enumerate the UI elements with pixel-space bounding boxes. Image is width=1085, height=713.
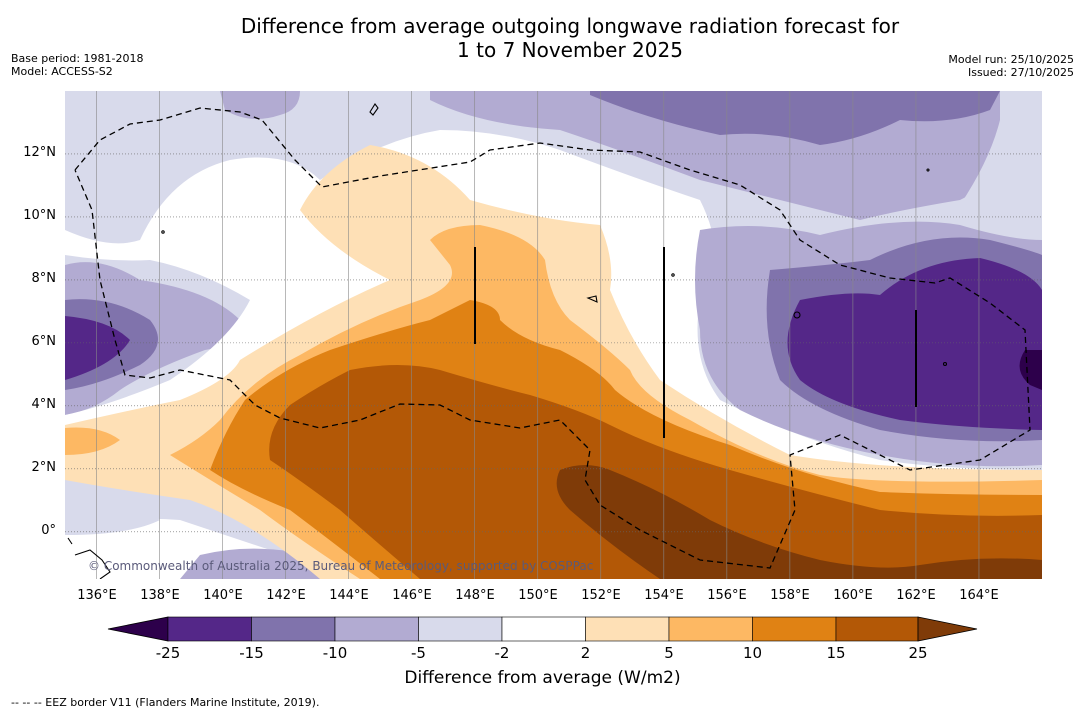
field-east-b1 bbox=[787, 258, 1042, 430]
lat-tick-label: 4°N bbox=[31, 397, 57, 412]
colorbar-label: 15 bbox=[826, 644, 846, 662]
lat-tick-label: 6°N bbox=[31, 334, 57, 349]
colorbar-label: -2 bbox=[494, 644, 510, 662]
colorbar-bin-2 bbox=[251, 616, 336, 642]
colorbar-below-arrow bbox=[107, 616, 169, 642]
colorbar-label: 25 bbox=[908, 644, 928, 662]
island-chuuk bbox=[586, 295, 598, 303]
title-line-1: Difference from average outgoing longwav… bbox=[240, 14, 900, 38]
lon-tick-label: 140°E bbox=[203, 588, 243, 603]
lon-tick-label: 162°E bbox=[896, 588, 936, 603]
issued-date: Issued: 27/10/2025 bbox=[967, 66, 1074, 79]
lon-tick-label: 152°E bbox=[581, 588, 621, 603]
lon-tick-label: 144°E bbox=[329, 588, 369, 603]
colorbar-label: 2 bbox=[580, 644, 591, 662]
markers bbox=[474, 247, 917, 438]
lon-tick-label: 146°E bbox=[392, 588, 432, 603]
colorbar bbox=[107, 616, 978, 642]
lon-tick-label: 138°E bbox=[140, 588, 180, 603]
lon-tick-label: 156°E bbox=[707, 588, 747, 603]
field-top-b2 bbox=[590, 91, 1000, 145]
lon-tick-label: 154°E bbox=[644, 588, 684, 603]
meta-left: Base period: 1981-2018 Model: ACCESS-S2 bbox=[11, 52, 143, 78]
map-area bbox=[65, 91, 1042, 579]
lon-tick-label: 136°E bbox=[77, 588, 117, 603]
island-guam bbox=[369, 103, 379, 116]
model-run: Model run: 25/10/2025 bbox=[948, 53, 1074, 66]
island-c bbox=[926, 168, 930, 172]
island-b bbox=[671, 273, 675, 277]
colorbar-bin-8 bbox=[752, 616, 837, 642]
colorbar-bin-7 bbox=[668, 616, 753, 642]
field-west-b1 bbox=[65, 316, 130, 380]
colorbar-bin-9 bbox=[835, 616, 919, 642]
field-east-below bbox=[1019, 350, 1042, 390]
colorbar-bin-3 bbox=[334, 616, 419, 642]
lat-tick-label: 10°N bbox=[23, 208, 56, 223]
lon-tick-label: 160°E bbox=[833, 588, 873, 603]
island-pohnpei bbox=[793, 311, 801, 319]
colorbar-bin-4 bbox=[418, 616, 503, 642]
colorbar-label: -25 bbox=[155, 644, 181, 662]
field-sw-b4 bbox=[65, 490, 160, 535]
lon-tick-label: 142°E bbox=[266, 588, 306, 603]
lat-tick-label: 8°N bbox=[31, 271, 57, 286]
island-kosrae bbox=[942, 361, 948, 367]
colorbar-label: -5 bbox=[411, 644, 426, 662]
colorbar-label: 5 bbox=[664, 644, 674, 662]
lat-tick-label: 0° bbox=[41, 523, 56, 538]
colorbar-title: Difference from average (W/m2) bbox=[404, 668, 681, 688]
chart-title: Difference from average outgoing longwav… bbox=[170, 14, 970, 62]
title-line-2: 1 to 7 November 2025 bbox=[457, 38, 683, 62]
model-name: Model: ACCESS-S2 bbox=[11, 65, 113, 78]
island-a bbox=[161, 230, 165, 234]
copyright-notice: © Commonwealth of Australia 2025, Bureau… bbox=[88, 559, 594, 573]
eez-borders bbox=[74, 107, 1031, 569]
lon-tick-label: 158°E bbox=[770, 588, 810, 603]
colorbar-label: -15 bbox=[239, 644, 264, 662]
colorbar-label: -10 bbox=[322, 644, 348, 662]
field-orange-above bbox=[556, 465, 1042, 579]
meta-right: Model run: 25/10/2025 Issued: 27/10/2025 bbox=[948, 53, 1074, 79]
colorbar-label: 10 bbox=[742, 644, 763, 662]
lon-tick-label: 150°E bbox=[518, 588, 558, 603]
lon-tick-label: 164°E bbox=[959, 588, 999, 603]
lat-tick-label: 12°N bbox=[23, 145, 56, 160]
graticule bbox=[65, 91, 1042, 579]
lon-tick-label: 148°E bbox=[455, 588, 495, 603]
islands bbox=[67, 103, 948, 579]
eez-footnote: -- -- -- EEZ border V11 (Flanders Marine… bbox=[11, 696, 320, 709]
eez-border-fsm bbox=[74, 107, 1031, 569]
field-orange-b9 bbox=[269, 365, 1042, 579]
lat-tick-label: 2°N bbox=[31, 460, 57, 475]
colorbar-bin-6 bbox=[585, 616, 670, 642]
island-png-coast bbox=[67, 537, 111, 579]
colorbar-bin-5 bbox=[501, 616, 586, 642]
base-period: Base period: 1981-2018 bbox=[11, 52, 144, 65]
colorbar-bin-1 bbox=[167, 616, 252, 642]
field-topright-b4 bbox=[960, 91, 1042, 226]
colorbar-above-arrow bbox=[917, 616, 978, 642]
